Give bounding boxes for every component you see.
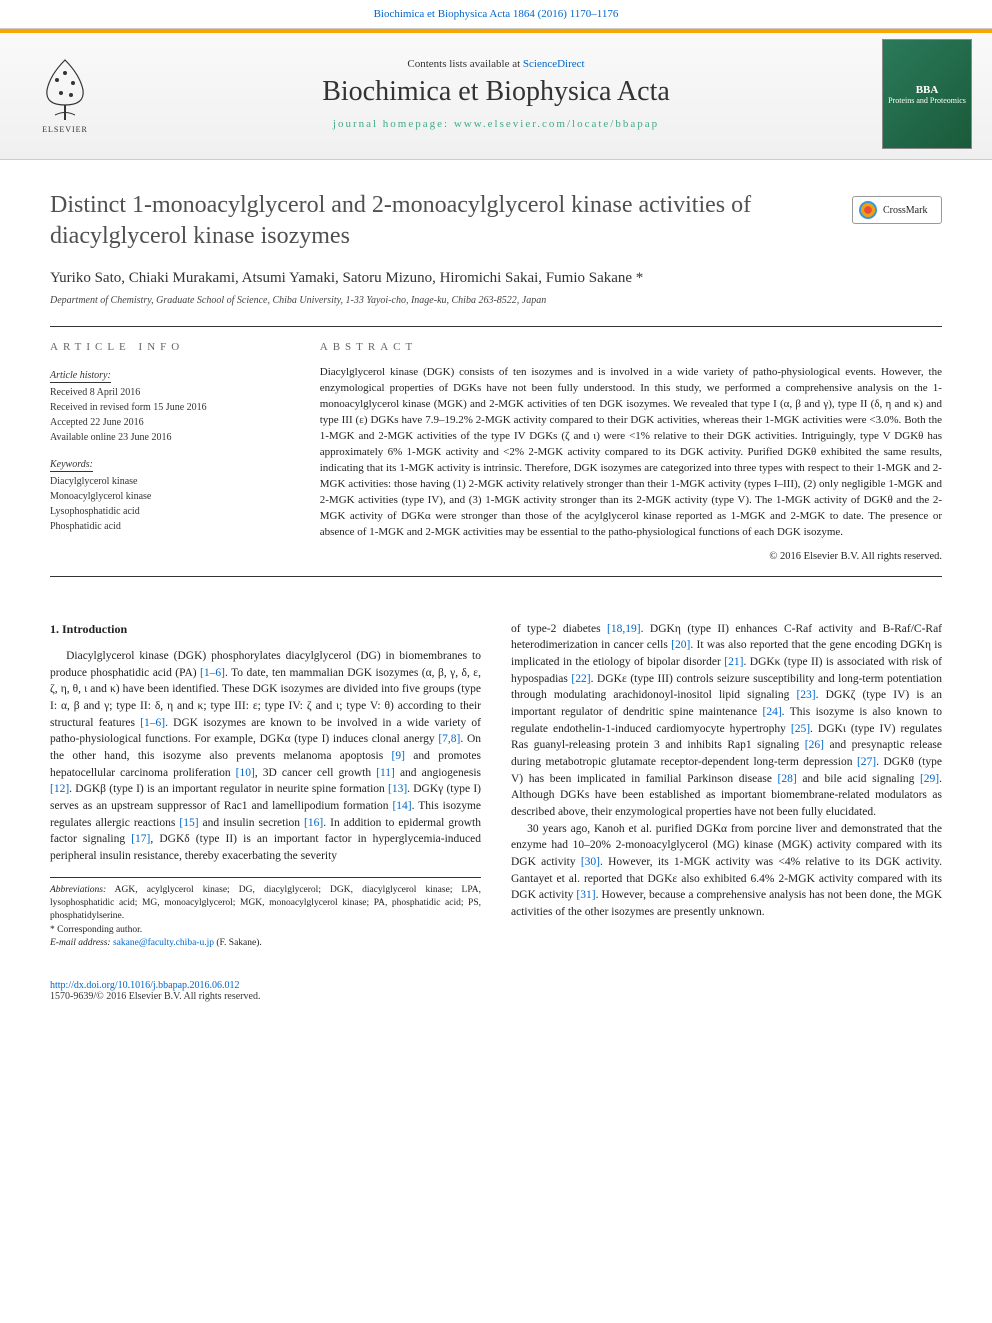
ref-link[interactable]: [21]: [724, 656, 743, 668]
ref-link[interactable]: [20]: [671, 639, 690, 651]
keywords-label: Keywords:: [50, 459, 93, 472]
corresponding-author: * Corresponding author.: [50, 924, 481, 937]
ref-link[interactable]: [16]: [304, 817, 323, 829]
elsevier-logo: ELSEVIER: [20, 44, 110, 144]
intro-heading: 1. Introduction: [50, 621, 481, 638]
footer: http://dx.doi.org/10.1016/j.bbapap.2016.…: [0, 960, 992, 1032]
ref-link[interactable]: [11]: [376, 767, 395, 779]
email-line: E-mail address: sakane@faculty.chiba-u.j…: [50, 937, 481, 950]
elsevier-tree-icon: [35, 55, 95, 125]
body-paragraph: of type-2 diabetes [18,19]. DGKη (type I…: [511, 621, 942, 821]
history-label: Article history:: [50, 370, 111, 383]
ref-link[interactable]: [29]: [920, 773, 939, 785]
email-link[interactable]: sakane@faculty.chiba-u.jp: [113, 938, 214, 948]
issn-line: 1570-9639/© 2016 Elsevier B.V. All right…: [50, 991, 942, 1002]
contents-line: Contents lists available at ScienceDirec…: [130, 58, 862, 70]
body-paragraph: 30 years ago, Kanoh et al. purified DGKα…: [511, 821, 942, 921]
ref-link[interactable]: [7,8]: [438, 733, 460, 745]
journal-header: ELSEVIER Contents lists available at Sci…: [0, 28, 992, 160]
ref-link[interactable]: [9]: [392, 750, 405, 762]
keyword: Diacylglycerol kinase: [50, 474, 280, 489]
affiliation: Department of Chemistry, Graduate School…: [50, 295, 942, 306]
ref-link[interactable]: [25]: [791, 723, 810, 735]
ref-link[interactable]: [10]: [236, 767, 255, 779]
abstract: ABSTRACT Diacylglycerol kinase (DGK) con…: [300, 327, 942, 575]
crossmark-label: CrossMark: [883, 205, 927, 216]
ref-link[interactable]: [1–6]: [200, 667, 225, 679]
doi-link[interactable]: http://dx.doi.org/10.1016/j.bbapap.2016.…: [50, 980, 240, 991]
ref-link[interactable]: [30]: [581, 856, 600, 868]
authors: Yuriko Sato, Chiaki Murakami, Atsumi Yam…: [50, 270, 942, 287]
article-title: Distinct 1-monoacylglycerol and 2-monoac…: [50, 190, 852, 252]
cover-text-top: BBA: [916, 84, 939, 96]
history-line: Received 8 April 2016: [50, 385, 280, 400]
column-right: of type-2 diabetes [18,19]. DGKη (type I…: [511, 621, 942, 951]
ref-link[interactable]: [22]: [571, 673, 590, 685]
ref-link[interactable]: [28]: [778, 773, 797, 785]
crossmark-icon: [859, 201, 877, 219]
ref-link[interactable]: [12]: [50, 783, 69, 795]
body-paragraph: Diacylglycerol kinase (DGK) phosphorylat…: [50, 648, 481, 865]
top-citation: Biochimica et Biophysica Acta 1864 (2016…: [0, 0, 992, 28]
elsevier-label: ELSEVIER: [42, 125, 88, 134]
sciencedirect-link[interactable]: ScienceDirect: [523, 58, 585, 70]
homepage-prefix: journal homepage:: [333, 118, 454, 130]
keyword: Lysophosphatidic acid: [50, 504, 280, 519]
homepage-link[interactable]: www.elsevier.com/locate/bbapap: [454, 118, 659, 130]
ref-link[interactable]: [17]: [131, 833, 150, 845]
abstract-copyright: © 2016 Elsevier B.V. All rights reserved…: [320, 551, 942, 562]
journal-name: Biochimica et Biophysica Acta: [130, 76, 862, 108]
ref-link[interactable]: [14]: [392, 800, 411, 812]
homepage-line: journal homepage: www.elsevier.com/locat…: [130, 118, 862, 130]
ref-link[interactable]: [18,19]: [607, 623, 641, 635]
body-columns: 1. Introduction Diacylglycerol kinase (D…: [0, 597, 992, 961]
crossmark-badge[interactable]: CrossMark: [852, 196, 942, 224]
ref-link[interactable]: [23]: [796, 689, 815, 701]
keyword: Monoacylglycerol kinase: [50, 489, 280, 504]
keyword: Phosphatidic acid: [50, 519, 280, 534]
header-center: Contents lists available at ScienceDirec…: [130, 48, 862, 140]
ref-link[interactable]: [27]: [857, 756, 876, 768]
cover-text-bottom: Proteins and Proteomics: [888, 96, 966, 105]
info-abstract-row: ARTICLE INFO Article history: Received 8…: [50, 326, 942, 576]
abstract-header: ABSTRACT: [320, 341, 942, 353]
info-header: ARTICLE INFO: [50, 341, 280, 353]
footnotes: Abbreviations: AGK, acylglycerol kinase;…: [50, 877, 481, 950]
top-citation-link[interactable]: Biochimica et Biophysica Acta 1864 (2016…: [374, 8, 619, 20]
history-line: Received in revised form 15 June 2016: [50, 400, 280, 415]
ref-link[interactable]: [31]: [576, 889, 595, 901]
ref-link[interactable]: [1–6]: [140, 717, 165, 729]
ref-link[interactable]: [24]: [763, 706, 782, 718]
contents-prefix: Contents lists available at: [407, 58, 522, 70]
journal-cover: BBA Proteins and Proteomics: [882, 39, 972, 149]
abbreviations: Abbreviations: AGK, acylglycerol kinase;…: [50, 884, 481, 924]
history-line: Available online 23 June 2016: [50, 430, 280, 445]
column-left: 1. Introduction Diacylglycerol kinase (D…: [50, 621, 481, 951]
ref-link[interactable]: [13]: [388, 783, 407, 795]
article-main: Distinct 1-monoacylglycerol and 2-monoac…: [0, 160, 992, 597]
title-row: Distinct 1-monoacylglycerol and 2-monoac…: [50, 190, 942, 252]
abstract-text: Diacylglycerol kinase (DGK) consists of …: [320, 365, 942, 540]
history-line: Accepted 22 June 2016: [50, 415, 280, 430]
article-info: ARTICLE INFO Article history: Received 8…: [50, 327, 300, 575]
ref-link[interactable]: [26]: [805, 739, 824, 751]
ref-link[interactable]: [15]: [179, 817, 198, 829]
